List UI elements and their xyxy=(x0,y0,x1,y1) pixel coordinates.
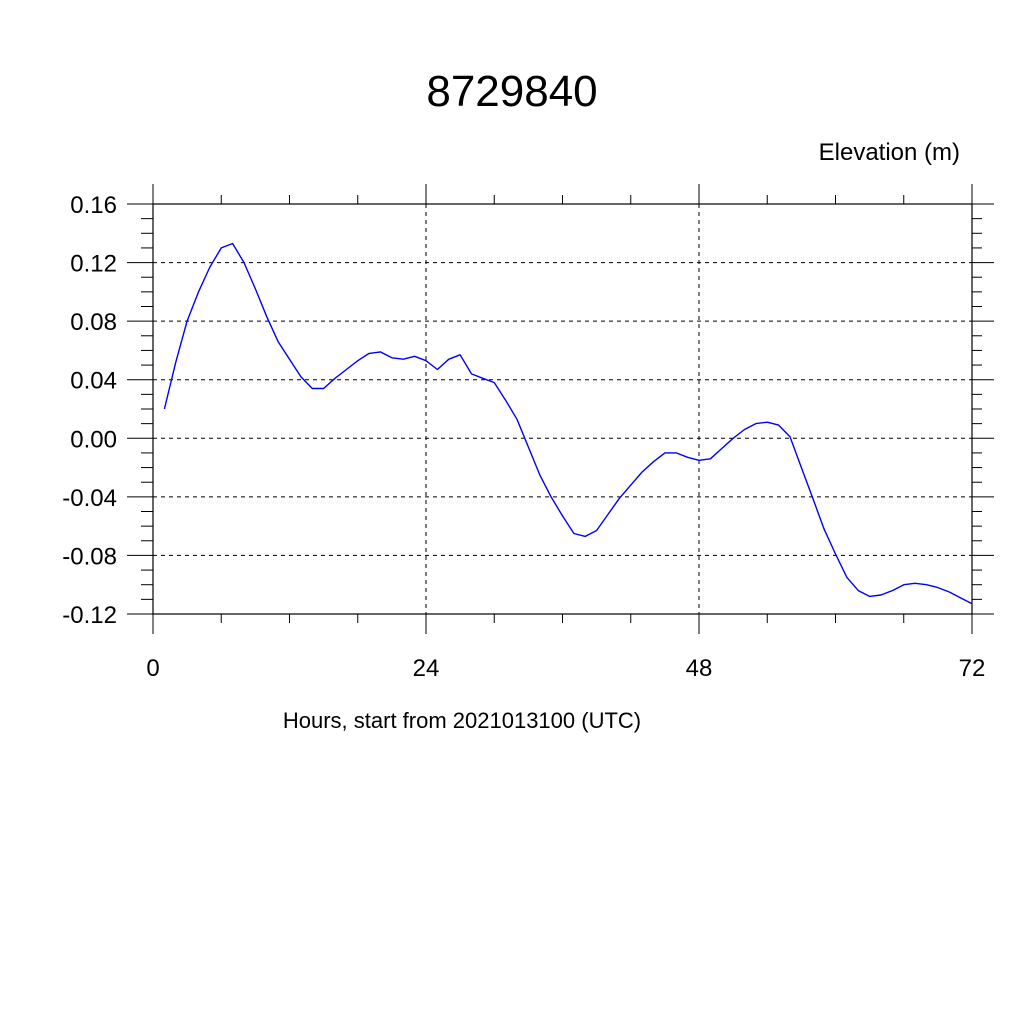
y-tick-label: -0.12 xyxy=(62,602,117,629)
y-tick-label: -0.08 xyxy=(62,543,117,570)
x-tick-label: 24 xyxy=(413,655,440,682)
x-tick-label: 48 xyxy=(686,655,713,682)
plot-frame xyxy=(152,203,973,615)
y-tick-label: -0.04 xyxy=(62,485,117,512)
y-tick-label: 0.16 xyxy=(70,192,117,219)
x-axis-label: Hours, start from 2021013100 (UTC) xyxy=(282,708,642,733)
series-line xyxy=(163,242,973,605)
chart-title: 8729840 xyxy=(426,67,598,116)
y-tick-label: 0.04 xyxy=(70,368,117,395)
y-axis-label: Elevation (m) xyxy=(818,139,960,166)
y-tick-label: 0.00 xyxy=(70,426,117,453)
x-tick-label: 72 xyxy=(959,655,986,682)
x-tick-label: 0 xyxy=(146,655,159,682)
y-tick-label: 0.08 xyxy=(70,309,117,336)
y-tick-label: 0.12 xyxy=(70,251,117,278)
